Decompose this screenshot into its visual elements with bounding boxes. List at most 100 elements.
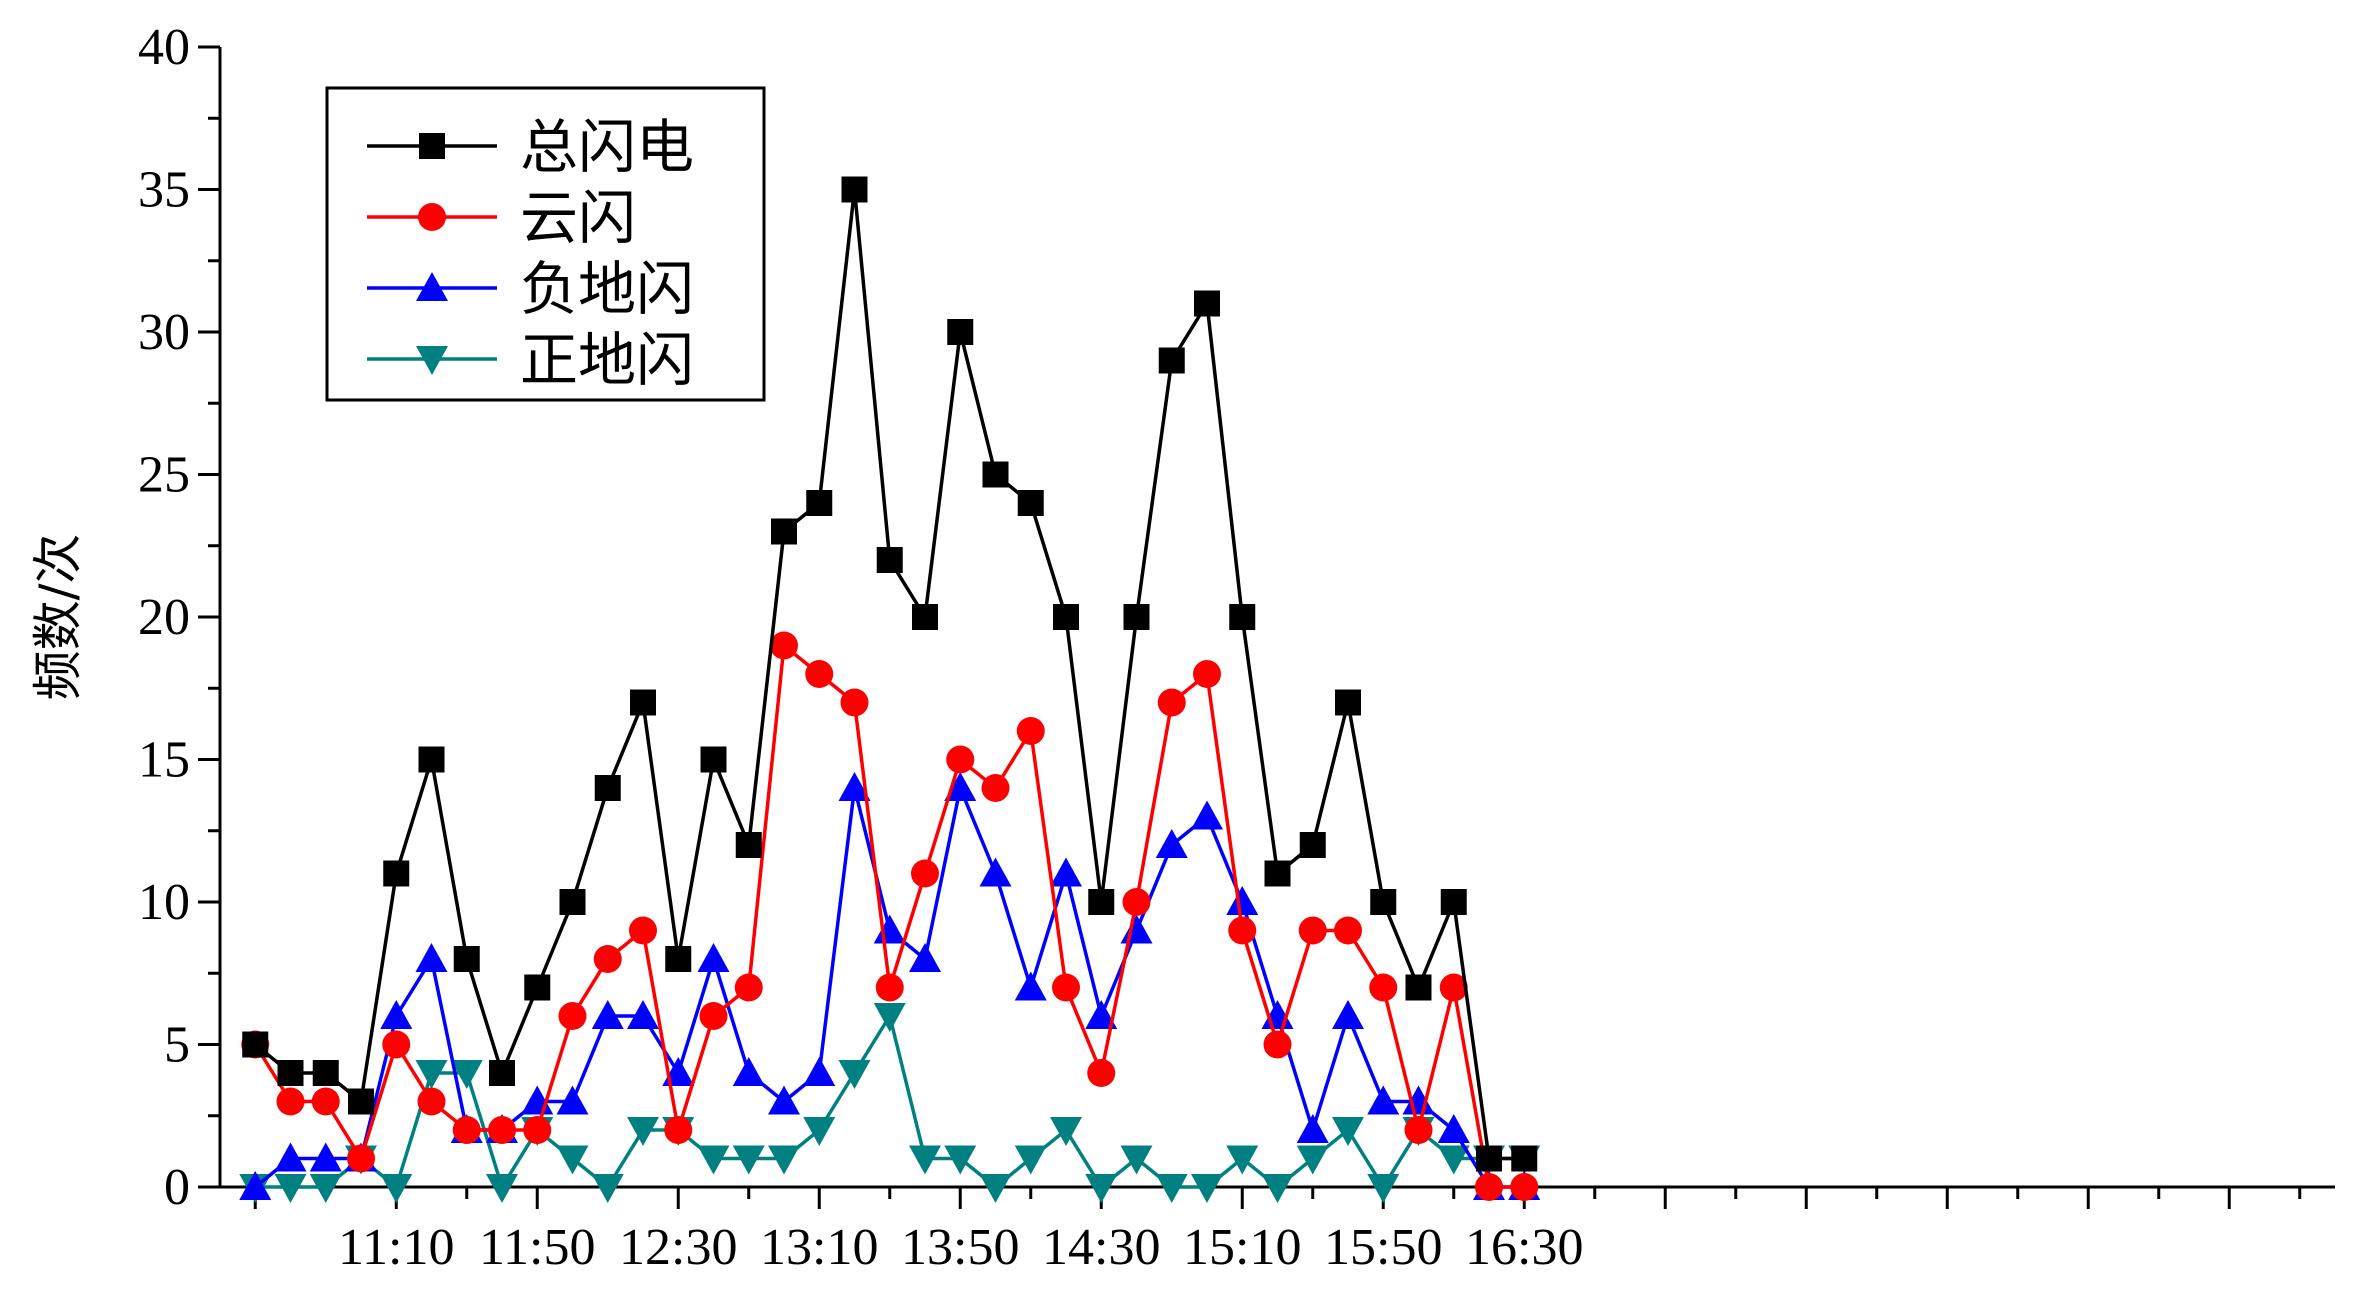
data-point [558,1002,587,1030]
data-point [909,1145,941,1175]
data-point [556,1085,589,1115]
data-point [1155,1174,1188,1203]
data-point [1405,974,1432,1001]
data-point [664,1116,693,1144]
data-point [347,1144,375,1173]
data-point [1085,1000,1118,1029]
data-point [732,1145,765,1175]
series-2 [241,631,1539,1201]
data-point [1332,1117,1364,1146]
data-point [591,1000,624,1029]
data-point [1510,1173,1539,1201]
legend-item: 云闪 [367,184,636,252]
data-point [697,1145,730,1175]
y-tick-label: 20 [138,589,190,646]
y-axis-title: 频数/次 [29,534,87,701]
data-point [627,1000,659,1029]
data-point [1050,1117,1082,1146]
y-tick-label: 35 [138,162,190,219]
data-point [382,1030,411,1059]
y-tick-label: 0 [164,1159,190,1216]
data-point [523,1116,552,1144]
legend-box [325,86,766,402]
data-point [1437,1145,1470,1175]
data-point [486,1174,518,1203]
data-point [697,943,730,972]
y-tick-label: 30 [138,304,190,361]
x-tick-label: 14:30 [1042,1219,1160,1276]
data-point [276,1087,305,1116]
data-point [309,1142,342,1172]
data-point [559,889,586,915]
x-tick-label: 15:50 [1324,1219,1442,1276]
data-point [1053,604,1079,630]
data-point [912,604,938,630]
legend-label: 总闪电 [520,113,694,181]
data-point [311,1087,340,1116]
data-point [841,176,868,203]
data-point [873,914,906,944]
data-point [1122,888,1151,916]
data-point [348,1088,374,1115]
data-point [380,1174,413,1203]
data-point [699,1002,728,1030]
data-point [803,1057,836,1086]
data-point [806,490,833,516]
data-point [771,518,797,545]
data-point [239,1171,272,1200]
data-point [277,1060,304,1086]
data-point [1439,973,1468,1002]
data-point [838,1060,871,1089]
data-point [453,946,480,972]
data-point [593,945,622,973]
data-point [1226,1145,1259,1175]
legend-item: 正地闪 [367,326,694,394]
data-point [1155,829,1188,858]
data-point [383,860,410,887]
data-point [1332,1000,1364,1029]
y-tick-label: 40 [138,19,190,76]
data-point [805,660,834,688]
x-tick-label: 13:10 [760,1219,878,1276]
data-point [274,1174,307,1203]
data-point [1369,973,1398,1002]
x-tick-label: 13:50 [901,1219,1019,1276]
data-point [630,689,656,716]
data-point [1299,832,1326,858]
data-point [944,772,977,801]
data-point [1191,800,1223,830]
data-point [1014,1145,1047,1175]
data-point [450,1060,483,1089]
data-point [734,973,763,1002]
data-point [1017,490,1044,516]
y-tick-label: 25 [138,447,190,504]
data-point [489,1060,515,1086]
data-point [1193,660,1221,688]
series-1 [242,176,1538,1172]
data-point [1088,889,1115,915]
y-tick-label: 15 [138,732,190,789]
data-point [1370,889,1397,915]
legend-label: 负地闪 [520,255,694,323]
data-point [735,832,762,858]
data-point [1014,971,1047,1001]
data-point [732,1057,765,1086]
legend-label: 正地闪 [520,326,694,394]
data-point [594,775,621,801]
data-point [312,1060,339,1086]
data-point [627,1117,659,1146]
data-point [768,1085,800,1115]
data-point [982,461,1009,488]
data-point [418,746,445,773]
legend-item: 负地闪 [367,255,694,323]
data-point [1367,1085,1400,1115]
data-point [1085,1174,1118,1203]
data-point [838,772,871,801]
y-tick-label: 5 [164,1017,190,1074]
data-point [1334,916,1362,945]
data-point [1120,1145,1153,1175]
data-point [876,547,903,573]
data-point [700,746,727,773]
data-point [415,943,448,972]
